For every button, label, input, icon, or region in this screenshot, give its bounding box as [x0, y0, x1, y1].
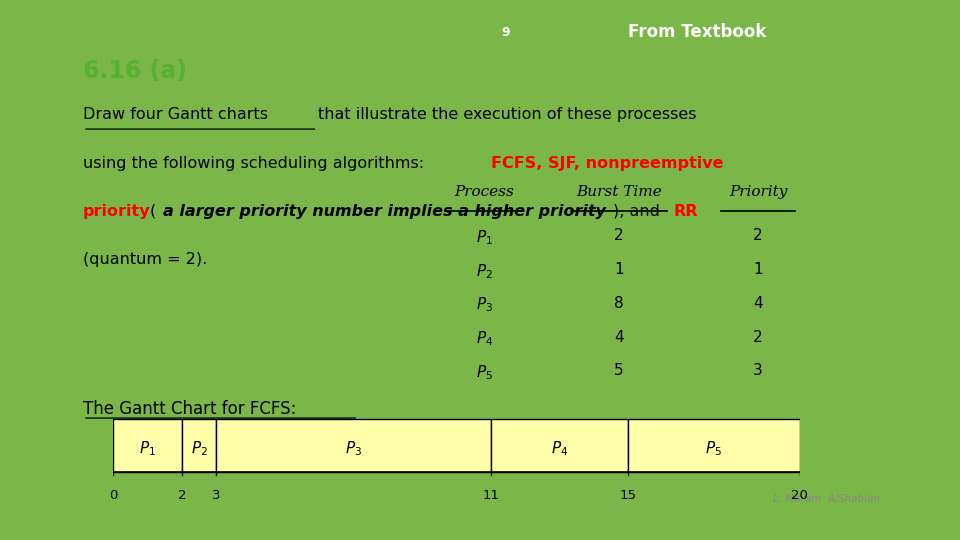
Text: a larger priority number implies a higher priority: a larger priority number implies a highe… [163, 204, 606, 219]
Text: using the following scheduling algorithms:: using the following scheduling algorithm… [83, 156, 429, 171]
Text: 0: 0 [109, 489, 117, 502]
Text: (: ( [150, 204, 156, 219]
Text: $P_3$: $P_3$ [476, 296, 492, 314]
Text: 5: 5 [614, 363, 624, 379]
Text: 2: 2 [754, 228, 763, 243]
Text: 4: 4 [754, 296, 763, 311]
Text: $P_{3}$: $P_{3}$ [345, 439, 362, 457]
Bar [628, 419, 800, 472]
Text: $P_5$: $P_5$ [476, 363, 492, 382]
Bar [491, 419, 628, 472]
Text: 1: 1 [754, 262, 763, 277]
Text: 9: 9 [502, 26, 511, 39]
Text: 11: 11 [482, 489, 499, 502]
Text: L. Maram  AlShablan: L. Maram AlShablan [773, 494, 879, 504]
Text: priority: priority [83, 204, 151, 219]
Text: 8: 8 [614, 296, 624, 311]
Text: ), and: ), and [612, 204, 665, 219]
Bar [216, 419, 491, 472]
Text: $P_{4}$: $P_{4}$ [551, 439, 568, 457]
Text: 2: 2 [614, 228, 624, 243]
Text: Burst Time: Burst Time [576, 185, 661, 199]
Text: Draw four Gantt charts: Draw four Gantt charts [83, 107, 273, 123]
Text: From Textbook: From Textbook [628, 23, 766, 42]
Text: The Gantt Chart for FCFS:: The Gantt Chart for FCFS: [83, 400, 297, 418]
Text: $P_{5}$: $P_{5}$ [706, 439, 722, 457]
Text: 2: 2 [178, 489, 186, 502]
Text: $P_4$: $P_4$ [475, 329, 493, 348]
Bar [182, 419, 216, 472]
Bar [113, 419, 182, 472]
Text: Priority: Priority [729, 185, 787, 199]
Text: FCFS, SJF, nonpreemptive: FCFS, SJF, nonpreemptive [492, 156, 724, 171]
Text: RR: RR [674, 204, 698, 219]
Text: Process: Process [454, 185, 515, 199]
Text: $P_{1}$: $P_{1}$ [139, 439, 156, 457]
Text: 20: 20 [791, 489, 808, 502]
Text: 15: 15 [619, 489, 636, 502]
Text: 2: 2 [754, 329, 763, 345]
Text: 6.16 (a): 6.16 (a) [83, 59, 187, 83]
Text: $P_2$: $P_2$ [476, 262, 492, 281]
Text: 3: 3 [753, 363, 763, 379]
Text: $P_{2}$: $P_{2}$ [191, 439, 207, 457]
Text: 4: 4 [614, 329, 624, 345]
Text: that illustrate the execution of these processes: that illustrate the execution of these p… [318, 107, 696, 123]
Text: 1: 1 [614, 262, 624, 277]
Text: $P_1$: $P_1$ [476, 228, 492, 247]
Text: 3: 3 [212, 489, 221, 502]
Text: (quantum = 2).: (quantum = 2). [83, 252, 207, 267]
